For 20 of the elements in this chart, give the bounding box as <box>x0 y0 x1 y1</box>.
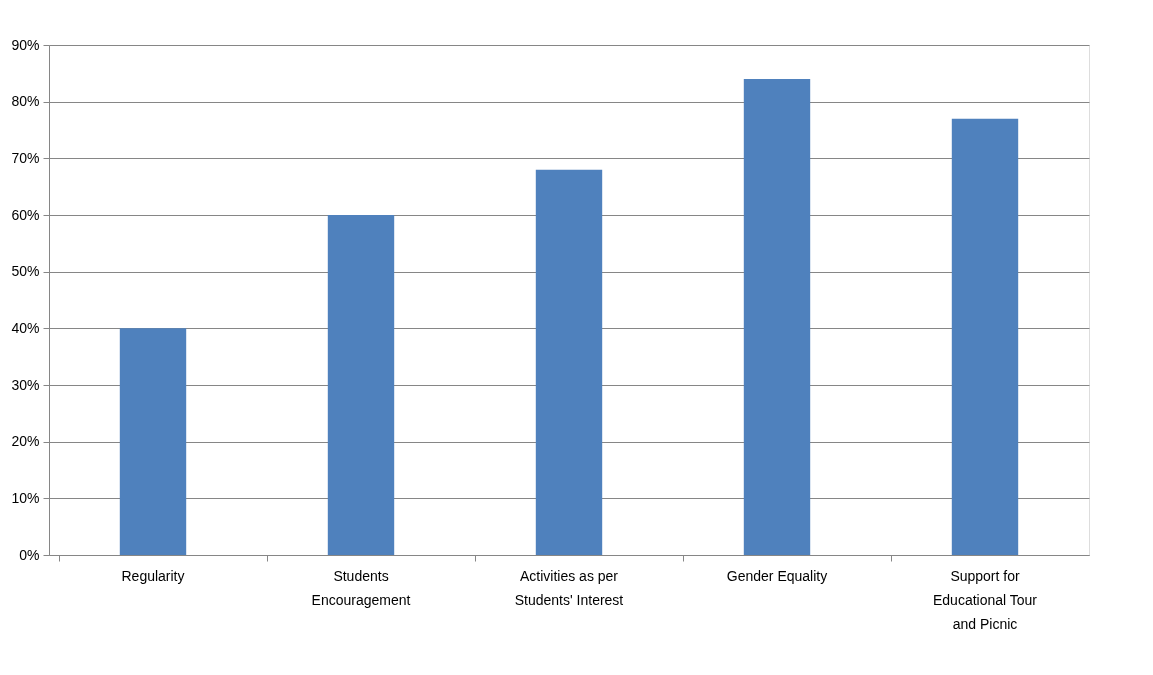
x-tick-label: Regularity <box>121 567 185 584</box>
y-tick-label: 50% <box>11 263 40 280</box>
y-tick-label: 30% <box>11 376 40 393</box>
bar <box>119 328 187 555</box>
bar <box>535 169 603 555</box>
y-tick-label: 40% <box>11 319 40 336</box>
y-tick-label: 60% <box>11 206 40 223</box>
y-tick-label: 20% <box>11 433 40 450</box>
y-tick-label: 70% <box>11 149 40 166</box>
bar <box>743 79 811 555</box>
bar <box>951 118 1019 555</box>
x-tick-label: Support for Educational Tour and Picnic <box>932 567 1038 632</box>
x-tick-label: Gender Equality <box>726 567 828 584</box>
x-tick-label: Students Encouragement <box>311 567 411 608</box>
y-tick-label: 10% <box>11 489 40 506</box>
bar <box>327 215 395 555</box>
x-tick-label: Activities as per Students' Interest <box>514 567 624 608</box>
y-tick-label: 80% <box>11 93 40 110</box>
y-tick-label: 90% <box>11 36 40 53</box>
y-tick-label: 0% <box>19 546 40 563</box>
